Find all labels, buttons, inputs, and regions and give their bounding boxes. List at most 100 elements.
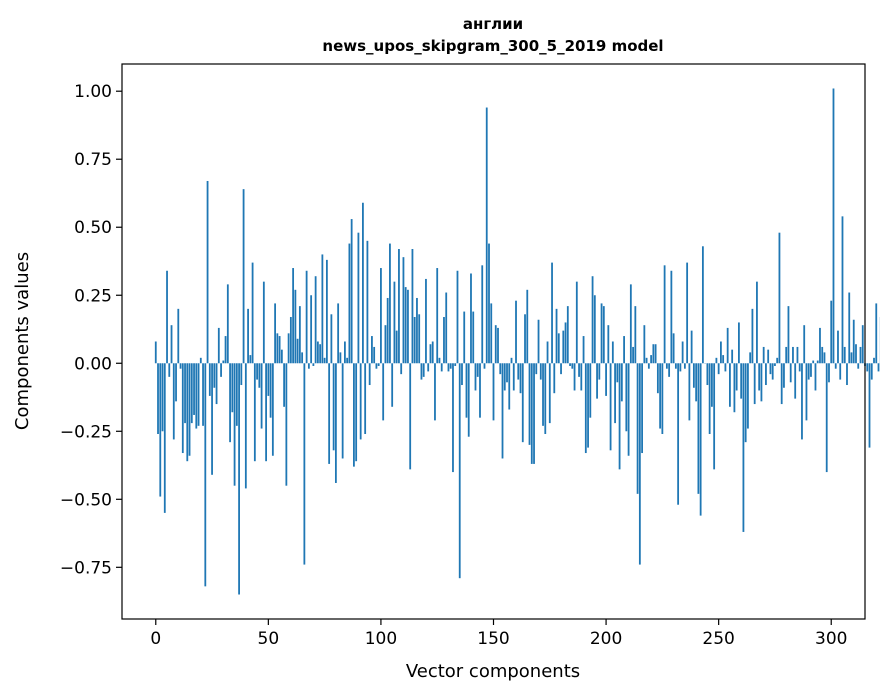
bar-5 [166,270,168,364]
y-tick-label: 0.50 [74,218,112,238]
bar-23 [206,180,209,364]
bar-197 [598,363,601,380]
bar-45 [256,363,258,380]
bar-130 [447,363,450,372]
bar-194 [591,276,594,364]
bar-217 [643,325,646,364]
bar-303 [837,330,839,364]
bar-321 [877,363,880,372]
bar-158 [510,357,513,364]
bar-282 [789,363,792,383]
bar-231 [674,363,677,369]
bar-307 [846,363,848,386]
bar-211 [629,284,632,364]
bar-227 [665,363,668,369]
bar-247 [711,363,713,407]
bar-62 [294,289,297,364]
bar-174 [546,341,549,364]
x-tick-label: 200 [590,629,622,649]
x-tick-label: 0 [150,629,161,649]
bar-255 [729,363,731,407]
bar-214 [636,363,639,494]
bar-320 [875,303,878,364]
bar-83 [341,363,344,459]
bar-236 [686,262,689,364]
bar-26 [213,363,216,388]
bar-176 [551,262,553,364]
bar-47 [260,363,263,429]
bar-267 [756,281,758,364]
bar-252 [722,355,725,364]
bar-163 [521,363,524,443]
bar-90 [357,232,360,364]
bar-19 [197,363,200,426]
bar-296 [821,346,824,364]
bar-151 [494,325,497,364]
bar-306 [843,346,846,364]
bar-30 [222,360,225,364]
bar-287 [801,363,803,440]
bar-187 [575,281,578,364]
bar-66 [303,363,306,565]
bar-241 [697,363,700,494]
bar-116 [416,297,418,364]
bar-37 [238,363,240,595]
bar-15 [188,363,191,456]
bar-152 [497,327,499,364]
bar-293 [814,363,817,391]
bar-230 [672,333,675,364]
bar-153 [499,363,502,375]
bar-226 [663,265,666,364]
bar-262 [744,363,747,443]
bar-181 [562,330,565,364]
bar-75 [323,357,326,364]
bar-240 [695,363,698,402]
bar-93 [364,363,367,434]
bar-256 [731,349,734,364]
bar-43 [251,262,254,364]
bar-56 [280,349,283,364]
bar-141 [472,311,475,364]
bar-87 [350,219,353,364]
bar-121 [427,363,430,372]
bar-108 [398,249,400,364]
bar-233 [679,363,682,372]
bar-196 [596,363,598,399]
bar-86 [348,243,351,364]
bar-72 [316,341,319,364]
bar-215 [638,363,641,565]
bar-219 [647,363,650,369]
bar-302 [834,363,837,369]
bar-69 [310,295,313,364]
bar-73 [319,344,322,364]
bar-313 [859,346,862,364]
bar-280 [785,346,788,364]
bar-31 [224,336,227,364]
bar-54 [276,333,279,364]
bar-27 [215,363,218,405]
bar-156 [506,363,508,383]
bar-132 [452,363,454,473]
bar-17 [193,363,195,415]
bar-195 [593,295,596,364]
bar-71 [314,276,317,364]
bar-272 [767,349,770,364]
y-tick-label: 0.00 [74,354,112,374]
bar-180 [560,363,562,375]
bar-245 [706,363,709,386]
bar-294 [816,360,819,364]
y-tick-label: 1.00 [74,82,112,102]
bar-79 [332,363,335,451]
chart-title-line-1: англии [463,15,523,33]
bar-57 [283,363,286,407]
bar-51 [269,363,272,418]
bar-228 [668,363,671,377]
bar-155 [503,363,506,391]
bar-202 [609,363,612,451]
bar-81 [337,303,340,364]
bar-223 [656,363,659,394]
bar-139 [467,363,470,437]
bar-74 [321,254,324,364]
bar-204 [614,363,616,424]
chart-title-line-2: news_upos_skipgram_300_5_2019 model [322,37,663,55]
